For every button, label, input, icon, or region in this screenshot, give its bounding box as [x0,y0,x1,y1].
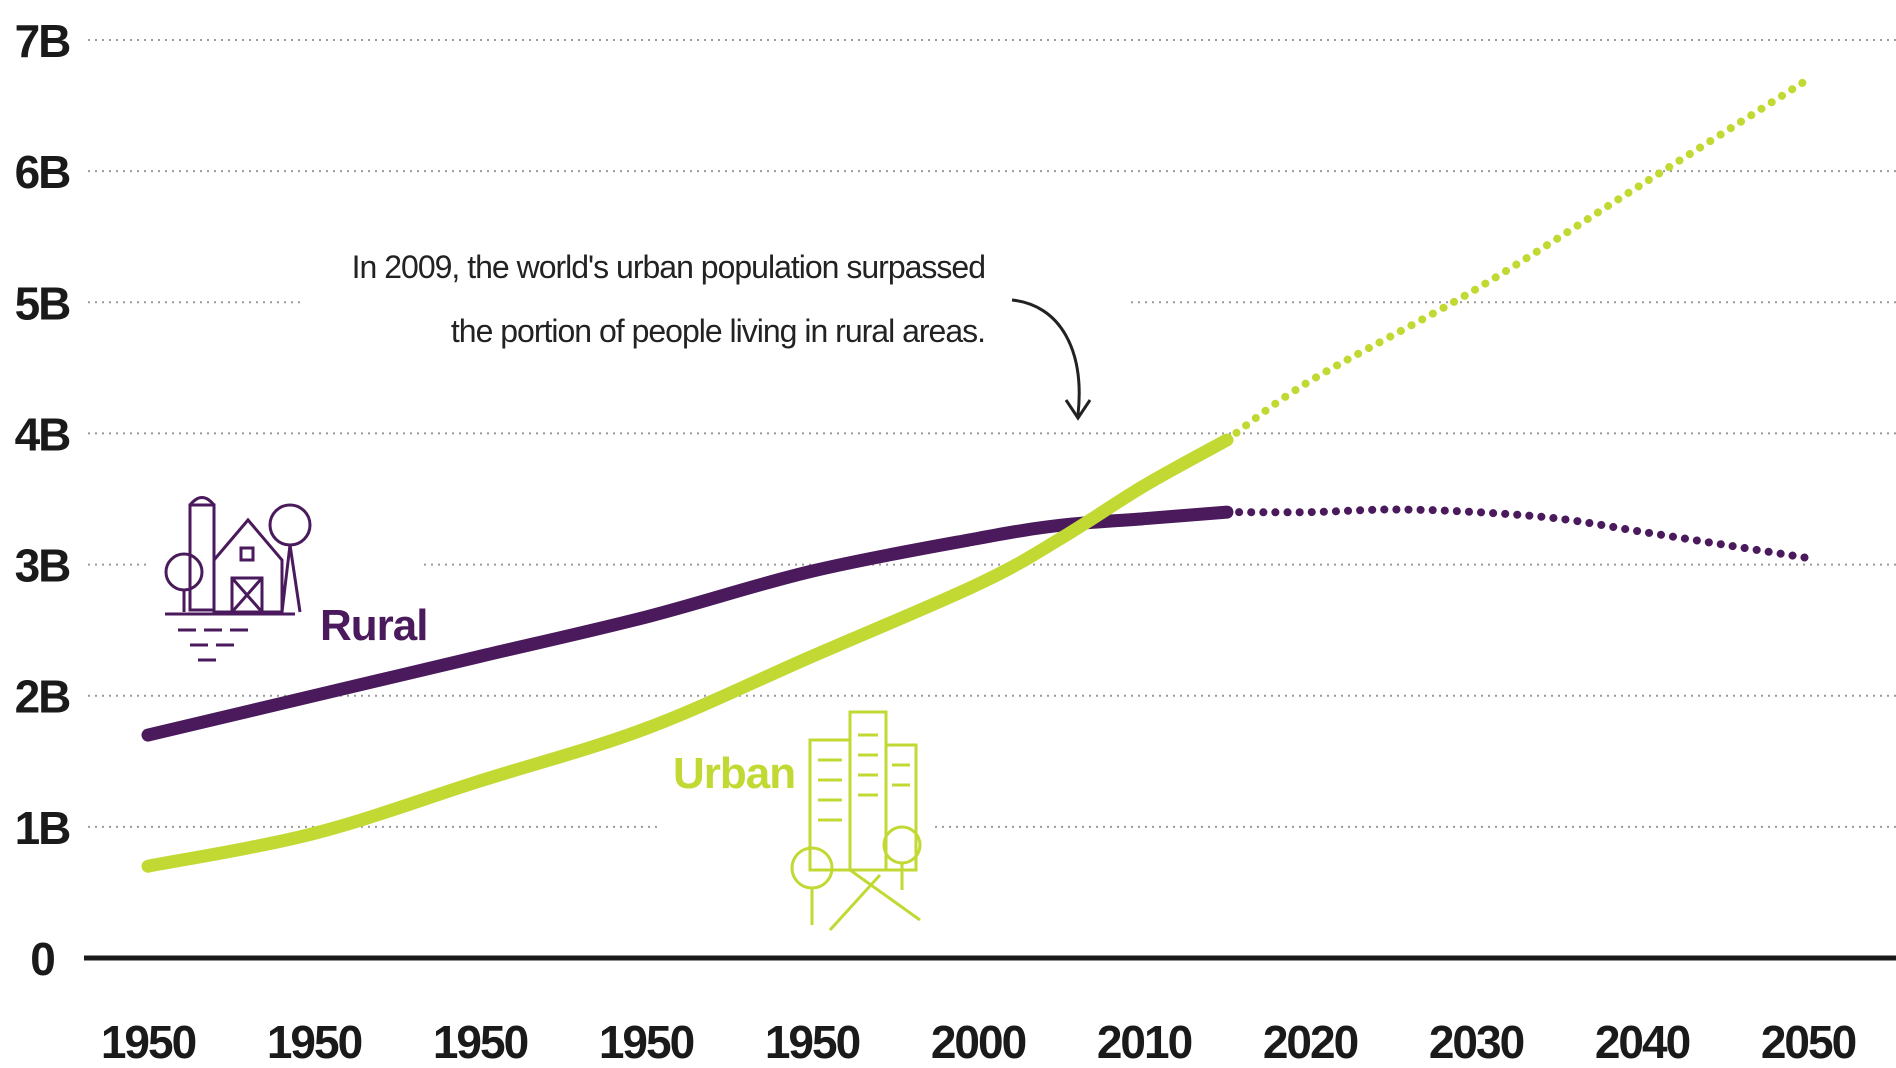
urban-label: Urban [673,749,795,798]
y-tick-label: 5B [15,277,71,329]
urban-label-backdrop [660,700,930,950]
rural-label-backdrop [150,470,420,670]
rural-projection-line [1223,505,1812,563]
annotation-backdrop [300,240,1130,370]
x-tick-label: 2000 [931,1016,1026,1068]
x-axis-ticks: 1950 1950 1950 1950 1950 2000 2010 2020 2030 2040… [101,1016,1858,1068]
urban-projection-line [1223,75,1812,444]
x-tick-label: 2040 [1595,1016,1690,1068]
y-tick-label: 6B [15,146,71,198]
annotation-line-1: In 2009, the world's urban population su… [352,249,985,285]
rural-label: Rural [320,601,427,650]
x-tick-label: 2050 [1761,1016,1856,1068]
y-tick-label: 3B [15,540,71,592]
x-tick-label: 1950 [101,1016,196,1068]
x-tick-label: 2010 [1097,1016,1192,1068]
urban-series-line [141,433,1234,873]
city-icon [790,710,922,932]
y-tick-label: 1B [15,802,71,854]
annotation-arrow [1011,298,1081,416]
x-tick-label: 2030 [1429,1016,1524,1068]
grid-lines [88,39,1896,828]
y-tick-label: 7B [15,15,71,67]
y-axis-ticks: 0 1B 2B 3B 4B 5B 6B 7B [15,15,73,985]
annotation-arrowhead [1064,399,1092,421]
farm-icon [164,496,312,662]
x-tick-label: 1950 [765,1016,860,1068]
x-tick-label: 2020 [1263,1016,1358,1068]
x-tick-label: 1950 [433,1016,528,1068]
y-tick-label: 2B [15,671,71,723]
y-tick-label: 0 [30,933,54,985]
x-tick-label: 1950 [599,1016,694,1068]
x-tick-label: 1950 [267,1016,362,1068]
series-layer [141,75,1812,873]
annotation-line-2: the portion of people living in rural ar… [451,313,985,349]
y-tick-label: 4B [15,408,71,460]
